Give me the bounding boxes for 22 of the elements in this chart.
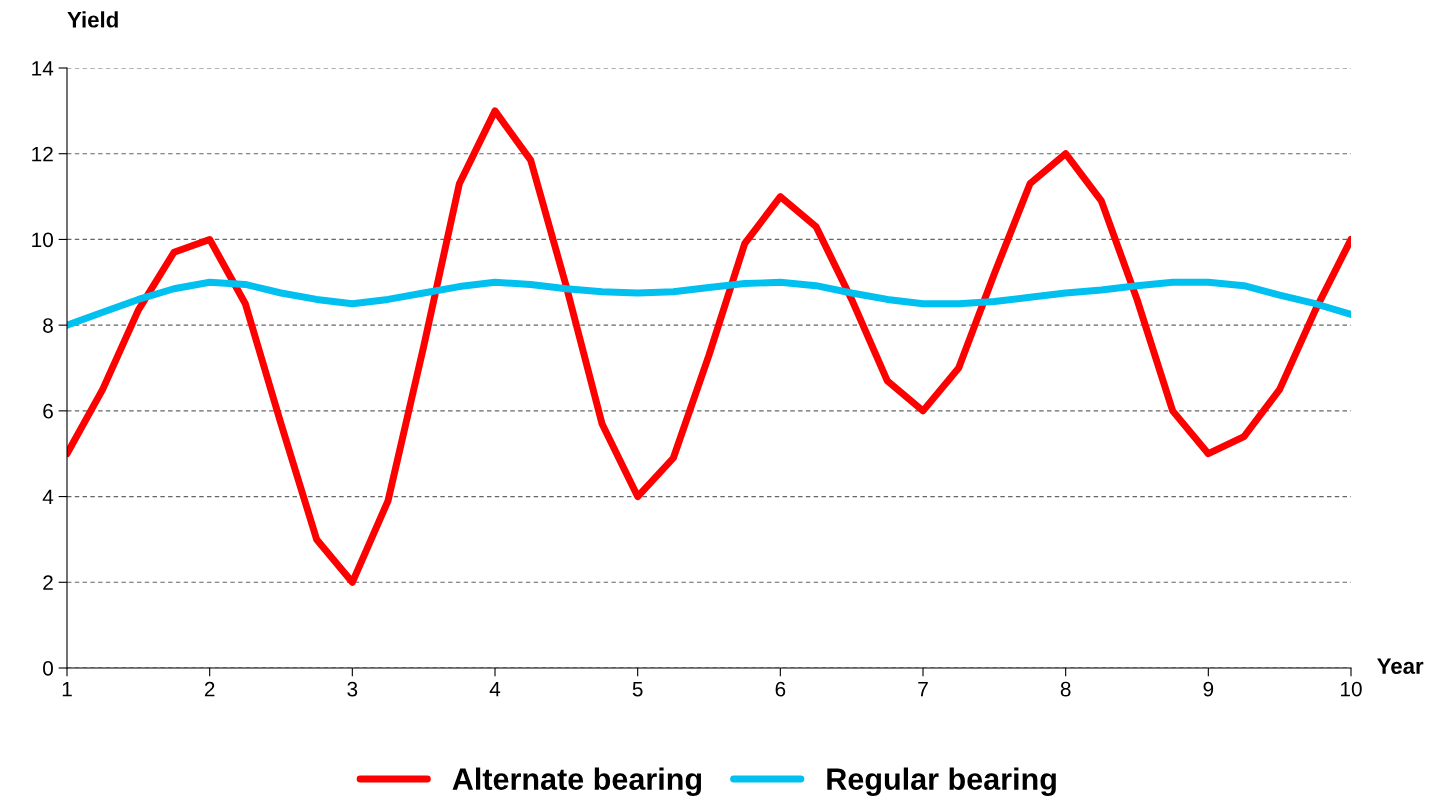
x-tick-label: 1	[62, 681, 72, 697]
y-tick-label: 2	[43, 575, 53, 590]
y-tick-label: 12	[32, 146, 53, 162]
x-axis-title: Year	[1377, 658, 1424, 674]
x-tick-label: 2	[204, 681, 215, 697]
y-tick-label: 4	[42, 489, 54, 505]
x-tick-label: 3	[347, 681, 358, 697]
x-tick-label: 10	[1341, 681, 1362, 697]
legend-label: Alternate bearing	[452, 767, 702, 797]
x-tick-label: 5	[632, 681, 643, 697]
y-tick-label: 0	[43, 661, 53, 676]
x-tick-label: 8	[1060, 681, 1071, 697]
x-tick-label: 6	[775, 681, 786, 697]
x-tick-label: 7	[918, 681, 928, 697]
legend-label: Regular bearing	[827, 767, 1056, 797]
x-tick-label: 9	[1203, 681, 1214, 697]
y-tick-label: 8	[43, 318, 53, 333]
y-tick-label: 6	[43, 403, 53, 419]
x-tick-label: 4	[489, 681, 501, 697]
y-tick-label: 14	[32, 61, 54, 76]
y-tick-label: 10	[32, 232, 53, 248]
y-axis-title: Yield	[67, 11, 118, 28]
